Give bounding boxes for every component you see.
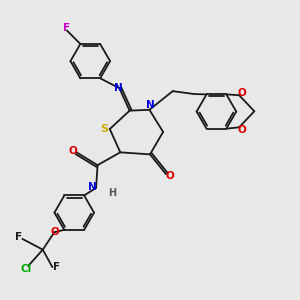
Text: N: N [88, 182, 96, 192]
Text: N: N [114, 82, 123, 93]
Text: O: O [50, 227, 59, 237]
Text: F: F [15, 232, 22, 242]
Text: O: O [237, 88, 246, 98]
Text: F: F [63, 23, 70, 34]
Text: O: O [165, 171, 174, 181]
Text: H: H [108, 188, 116, 198]
Text: O: O [68, 146, 77, 156]
Text: F: F [53, 262, 60, 272]
Text: O: O [237, 124, 246, 135]
Text: S: S [100, 124, 109, 134]
Text: N: N [146, 100, 154, 110]
Text: Cl: Cl [20, 264, 32, 274]
